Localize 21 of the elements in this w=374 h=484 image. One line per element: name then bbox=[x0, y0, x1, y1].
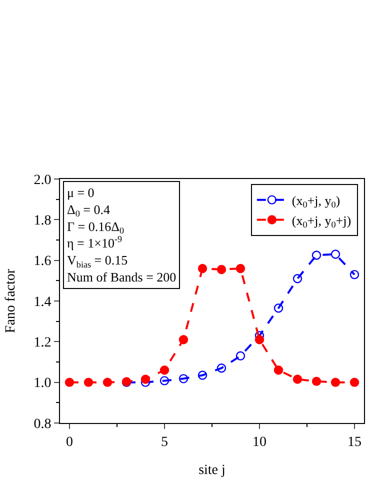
y-tick-label: 1.2 bbox=[34, 336, 52, 351]
y-tick-label: 0.8 bbox=[34, 416, 52, 432]
x-tick-label: 10 bbox=[252, 434, 266, 450]
y-tick-label: 1.6 bbox=[34, 254, 52, 270]
y-tick-label: 1.8 bbox=[34, 214, 52, 229]
annotation: μ = 0 bbox=[67, 185, 94, 200]
annotation: Num of Bands = 200 bbox=[67, 270, 176, 284]
y-axis-title: Fano factor bbox=[3, 268, 18, 334]
x-tick-label: 5 bbox=[161, 434, 168, 450]
y-tick-label: 1.0 bbox=[34, 376, 52, 392]
annotation: V$_{bias}$ = 0.15 bbox=[67, 252, 128, 270]
y-tick-label: 1.4 bbox=[34, 294, 52, 310]
annotation: Γ = 0.16Δ$_{0}$ bbox=[67, 218, 124, 236]
legend-label: (x$_{0}$+j, y$_{0}$) bbox=[292, 192, 340, 210]
y-tick-label: 2.0 bbox=[34, 172, 52, 188]
annotation: Δ$_{0}$ = 0.4 bbox=[67, 202, 111, 219]
x-axis-title: site j bbox=[198, 463, 226, 478]
x-tick-label: 15 bbox=[348, 434, 362, 450]
x-tick-label: 0 bbox=[66, 434, 73, 450]
annotation: η = 1×10$^{-9}$ bbox=[67, 234, 122, 251]
legend-label: (x$_{0}$+j, y$_{0}$+j) bbox=[292, 212, 352, 230]
